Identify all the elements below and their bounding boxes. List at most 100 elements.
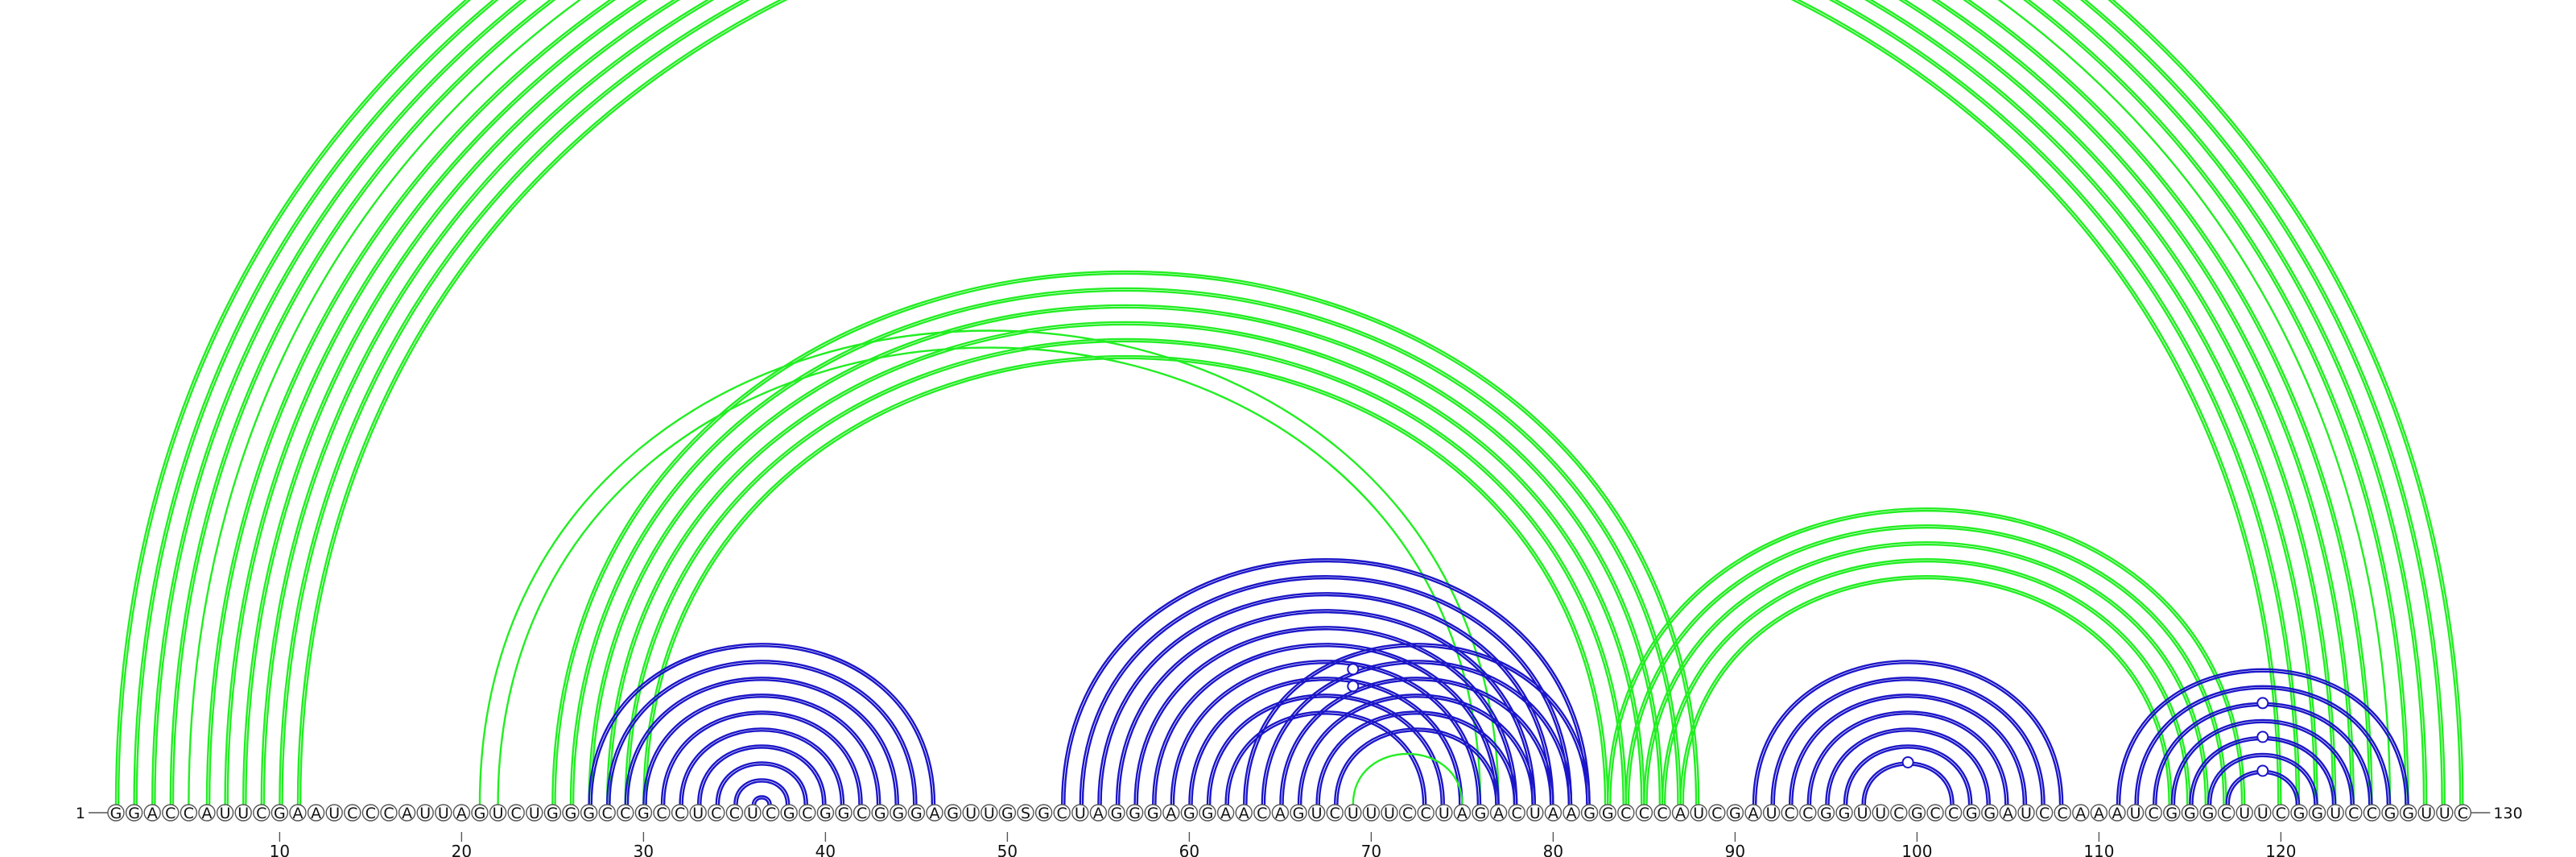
stem-arc-96-103 [1843, 744, 1973, 805]
residue-circle [852, 804, 871, 822]
pseudoknot-arc-27-86 [588, 304, 1664, 805]
residue-111: A [2108, 804, 2126, 822]
stem-arc-67-78 [1315, 710, 1518, 805]
residue-118: U [2235, 804, 2253, 822]
residue-letter: G [274, 805, 286, 822]
ticks-layer: 10 20 30 40 50 60 70 80 90 100 110 120 [270, 832, 2296, 857]
residue-circle [998, 804, 1017, 822]
residue-circle [943, 804, 962, 822]
residue-circle [2181, 804, 2199, 822]
residue-circle [1508, 804, 1525, 822]
residue-letter: C [729, 805, 740, 822]
residue-letter: C [2221, 805, 2231, 822]
residue-73: C [1417, 804, 1435, 822]
residue-53: C [1053, 804, 1071, 822]
residue-circle [2163, 804, 2181, 822]
residue-77: A [1489, 804, 1508, 822]
residue-circle [926, 804, 943, 822]
residue-letter: C [1893, 805, 1904, 822]
residue-71: U [1381, 804, 1398, 822]
residue-letter: G [1001, 805, 1013, 822]
residue-circle [489, 804, 507, 822]
residue-103: G [1963, 804, 1980, 822]
pseudoknot-arc-1-130-inner [117, 0, 2462, 805]
residue-38: G [780, 804, 798, 822]
residue-83: G [1599, 804, 1616, 822]
residue-letter: G [838, 805, 850, 822]
residue-letter: C [1512, 805, 1522, 822]
residue-56: G [1108, 804, 1125, 822]
residue-24: U [526, 804, 543, 822]
residue-33: U [689, 804, 707, 822]
residue-letter: G [2311, 805, 2323, 822]
residue-109: A [2072, 804, 2090, 822]
pseudoknot-arc-6-125 [205, 0, 2373, 805]
residue-105: A [1999, 804, 2017, 822]
pseudoknot-arc-28-85 [606, 321, 1645, 805]
residue-circle [1526, 804, 1544, 822]
residue-26: G [562, 804, 580, 822]
residue-54: U [1071, 804, 1089, 822]
residue-92: U [1762, 804, 1781, 822]
residue-circle [307, 804, 325, 822]
pseudoknot-arc-30-83-inner [645, 357, 1607, 805]
pseudoknot-arc-30-83 [642, 354, 1609, 805]
residue-circle [762, 804, 780, 822]
residue-letter: A [1748, 805, 1759, 822]
residue-127: G [2399, 804, 2417, 822]
residue-letter: G [547, 805, 559, 822]
tick-label-80: 80 [1543, 842, 1563, 857]
residue-128: U [2417, 804, 2435, 822]
residue-circle [1180, 804, 1199, 822]
pseudoknot-arc-7-124 [224, 0, 2355, 805]
residue-48: U [962, 804, 980, 822]
stem-arc-91-108-inner [1754, 662, 2062, 805]
residue-123: U [2326, 804, 2344, 822]
residue-circle [562, 804, 580, 822]
stem-arc-63-82-inner [1245, 645, 1588, 805]
residue-circle [1472, 804, 1489, 822]
residue-13: U [325, 804, 343, 822]
residue-letter: G [1602, 805, 1614, 822]
residue-circle [416, 804, 434, 822]
stem-arc-58-77 [1152, 643, 1500, 805]
residue-letter: A [2075, 805, 2086, 822]
residue-9: C [253, 804, 270, 822]
residue-circle [1599, 804, 1616, 822]
residue-113: C [2145, 804, 2162, 822]
stem-arc-64-81 [1261, 660, 1573, 805]
residue-circle [2381, 804, 2399, 822]
residue-circle [1125, 804, 1144, 822]
residue-circle [1853, 804, 1872, 822]
stem-arc-112-126 [2134, 685, 2392, 805]
residue-126: G [2381, 804, 2399, 822]
residue-88: U [1690, 804, 1707, 822]
residue-circle [1417, 804, 1435, 822]
residue-letter: G [128, 805, 140, 822]
residue-letter: A [930, 805, 940, 822]
stem-arc-34-39-inner [717, 764, 806, 805]
residue-circle [2254, 804, 2272, 822]
residue-circle [1017, 804, 1034, 822]
residue-circle [799, 804, 816, 822]
pseudoknot-arc-87-114 [1679, 575, 2173, 805]
stem-arc-53-82 [1061, 558, 1591, 805]
residue-letter: A [402, 805, 412, 822]
residue-circle [1944, 804, 1963, 822]
residue-circle [671, 804, 689, 822]
residue-circle [435, 804, 452, 822]
stem-arc-53-82-inner [1063, 561, 1588, 805]
residue-letter: U [2257, 805, 2268, 822]
residue-11: A [289, 804, 307, 822]
stem-arc-30-43 [642, 693, 881, 805]
residue-letter: C [766, 805, 776, 822]
residue-letter: C [1639, 805, 1649, 822]
pseudoknot-arc-84-117-inner [1627, 527, 2225, 805]
stem-arc-116-122-inner [2209, 755, 2316, 805]
stem-arc-31-42-inner [663, 713, 861, 805]
residue-letter: A [2112, 805, 2123, 822]
stem-arc-95-104-inner [1827, 730, 1988, 805]
residue-circle [2090, 804, 2108, 822]
residue-69: U [1344, 804, 1362, 822]
